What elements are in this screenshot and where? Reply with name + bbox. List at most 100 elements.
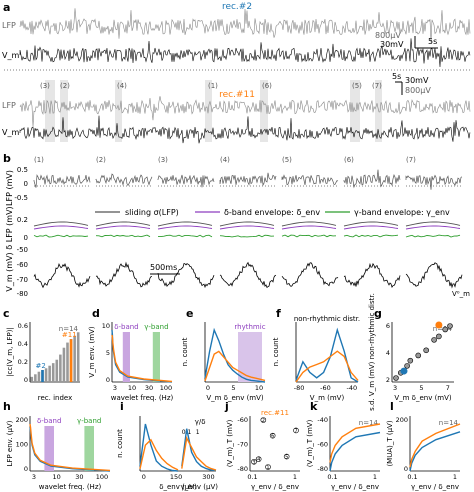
episode-gamma-3	[157, 234, 213, 238]
panel-g-ylabel: s.d. V_m (mV) non-rhythmic distr.	[368, 293, 376, 411]
panel-l-ytick-1: 0	[404, 465, 408, 473]
panel-j-ytick-2: -80	[237, 465, 248, 473]
panel-letter-i: i	[120, 400, 124, 413]
scale-top-vm: 30mV	[380, 40, 404, 49]
panel-g-ytick-2: 2	[386, 376, 390, 384]
panel-k-xtick-1: 1	[373, 473, 377, 481]
point-g-2	[404, 363, 410, 369]
line-f-series-0	[295, 327, 359, 383]
bar-c-10	[66, 342, 69, 382]
episode-vm-4	[219, 261, 277, 289]
episode-sigma-4	[219, 221, 275, 227]
line-e-series-1	[204, 350, 266, 382]
point-g-6	[431, 337, 437, 343]
panel-j-ytick-1: -70	[237, 441, 248, 449]
panel-h-xtick-0: 3	[32, 473, 36, 481]
lfp-trace-top	[19, 8, 471, 43]
point-g-7	[436, 333, 442, 340]
rec-bottom-label: rec.#11	[219, 90, 255, 100]
panel-d-xtick-0: 3	[113, 384, 117, 392]
line-i-series-1	[139, 438, 179, 471]
panel-l-xtick-0: 0.1	[407, 473, 417, 481]
panel-f-title: non-rhythmic distr.	[294, 315, 360, 323]
point-j-6	[293, 427, 299, 434]
episode-columns: (1) (2) (3) (4) (5) (6) (7)	[33, 156, 463, 289]
b-lfp-tick-1: 0.5	[17, 166, 28, 174]
line-h-series-1	[29, 423, 111, 472]
point-highlight-1	[435, 321, 443, 329]
panel-c-ytick-0: 0.6	[18, 322, 28, 330]
panel-d-ytick-0: 10	[102, 322, 110, 330]
panel-l-xlabel: γ_env / δ_env	[411, 483, 459, 491]
panel-h-gamma-band	[84, 426, 94, 471]
event-label-1: (3)	[40, 82, 50, 90]
panel-letter-l: l	[390, 400, 394, 413]
panel-h-xtick-3: 100	[96, 473, 108, 481]
panel-f-xlabel: V_m (mV)	[310, 394, 345, 402]
panel-j-xtick-0: 0.1	[247, 473, 257, 481]
rec-top-label: rec.#2	[222, 2, 252, 12]
panel-f-ylabel: n. count	[272, 337, 280, 366]
panel-i-xlabel-2: γ_env (µV)	[181, 483, 219, 491]
episode-label-7: (7)	[406, 156, 416, 164]
line-f-series-1	[295, 350, 359, 383]
point-g-9	[447, 323, 453, 329]
b-lfp-ylabel: LFP (mV)	[5, 170, 14, 206]
vm-label-bottom: V_m	[2, 128, 19, 137]
panel-k-ytick-0: -40	[317, 416, 328, 424]
panel-j-ytick-0: -60	[237, 416, 248, 424]
point-label-j-4: 5	[285, 455, 288, 461]
bar-highlight-1	[69, 339, 73, 382]
lfp-trace-bottom	[19, 96, 471, 127]
panel-h-ytick-0: 200	[16, 416, 28, 424]
point-g-0	[393, 375, 399, 381]
episode-vm-5	[281, 262, 339, 287]
event-highlight-5	[260, 80, 268, 142]
panel-e-xlabel: V_m δ_env (mV)	[206, 394, 264, 402]
panel-e-xtick-0: 0	[206, 384, 210, 392]
panel-i-xlabel: δ_env (µV)	[159, 483, 197, 491]
event-label-6: (5)	[352, 82, 362, 90]
episode-sigma-2	[95, 221, 151, 227]
legend-sigma: sliding σ(LFP)	[125, 208, 179, 217]
episode-vm-1	[33, 262, 91, 289]
episode-delta-5	[281, 225, 337, 230]
bar-c-9	[62, 347, 66, 382]
event-label-7: (7)	[372, 82, 382, 90]
panel-k-xtick-0: 0.1	[327, 473, 337, 481]
line-i-series2-0	[181, 428, 217, 472]
panel-f-xtick-0: -80	[294, 384, 305, 392]
panel-e-xtick-1: 5	[231, 384, 235, 392]
line-k-series-0	[329, 431, 381, 472]
point-j-2	[251, 458, 257, 465]
panel-letter-a: a	[3, 1, 10, 14]
b-time-scale: 500ms	[150, 263, 180, 275]
episode-delta-2	[95, 225, 151, 230]
episode-sigma-1	[33, 221, 89, 227]
b-legend: sliding σ(LFP) δ-band envelope: δ_env γ-…	[95, 208, 450, 217]
panel-letter-h: h	[3, 400, 11, 413]
panel-d-gamma-label: γ-band	[144, 323, 168, 331]
panel-letter-e: e	[186, 307, 193, 320]
panel-d-xlabel: wavelet freq. (Hz)	[111, 394, 174, 402]
b-env-tick-1: 0.2	[17, 216, 28, 224]
panel-letter-j: j	[224, 400, 229, 413]
episode-label-2: (2)	[96, 156, 106, 164]
trace-group-bottom	[19, 80, 471, 144]
b-lfp-tick-3: -0.5	[14, 194, 28, 202]
panel-i-ylabel: n. count	[116, 429, 124, 458]
panel-j-xlabel: γ_env / δ_env	[251, 483, 299, 491]
panel-i-xtick-2: 300	[202, 473, 214, 481]
panel-d-ytick-2: 0	[106, 376, 110, 384]
b-env-ylabel: δ LFP (mV)	[5, 206, 14, 249]
episode-gamma-7	[405, 234, 461, 238]
episode-sigma-5	[281, 221, 337, 227]
vm-trace-top	[19, 38, 471, 68]
lfp-label-bottom: LFP	[2, 101, 16, 110]
point-label-j-3: 4	[257, 457, 260, 463]
event-highlight-2	[60, 80, 68, 142]
point-g-3	[407, 357, 414, 364]
bar-c-7	[55, 359, 59, 382]
episode-delta-3	[157, 225, 213, 230]
